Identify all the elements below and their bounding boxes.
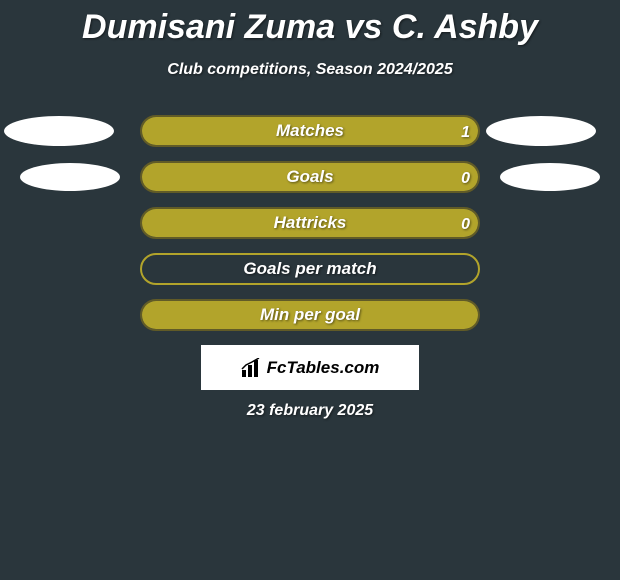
player-right-oval	[486, 116, 596, 146]
comparison-subtitle: Club competitions, Season 2024/2025	[0, 61, 620, 79]
stat-bar-fill-right	[142, 117, 478, 145]
stat-value-right: 1	[461, 117, 470, 147]
stat-bar-fill-right	[142, 301, 478, 329]
stat-value-right: 0	[461, 163, 470, 193]
stat-bar-track: 1	[140, 115, 480, 147]
stat-value-right: 0	[461, 209, 470, 239]
player-left-oval	[4, 116, 114, 146]
brand-text: FcTables.com	[267, 358, 380, 378]
brand-box: FcTables.com	[201, 345, 419, 390]
stat-row: 1Matches	[0, 115, 620, 147]
stat-bar-fill-right	[142, 209, 478, 237]
stat-bar-track	[140, 299, 480, 331]
stat-row: Min per goal	[0, 299, 620, 331]
comparison-title: Dumisani Zuma vs C. Ashby	[0, 0, 620, 47]
stat-bar-track: 0	[140, 161, 480, 193]
stat-bar-fill-right	[142, 163, 478, 191]
stat-row: 0Goals	[0, 161, 620, 193]
stat-row: 0Hattricks	[0, 207, 620, 239]
player-left-oval	[20, 163, 120, 191]
stat-rows-container: 1Matches 0Goals 0Hattricks Goals per match M…	[0, 115, 620, 331]
player-right-oval	[500, 163, 600, 191]
stat-row: Goals per match	[0, 253, 620, 285]
stat-bar-track: 0	[140, 207, 480, 239]
chart-icon	[241, 358, 263, 378]
date-text: 23 february 2025	[0, 402, 620, 420]
stat-bar-track	[140, 253, 480, 285]
